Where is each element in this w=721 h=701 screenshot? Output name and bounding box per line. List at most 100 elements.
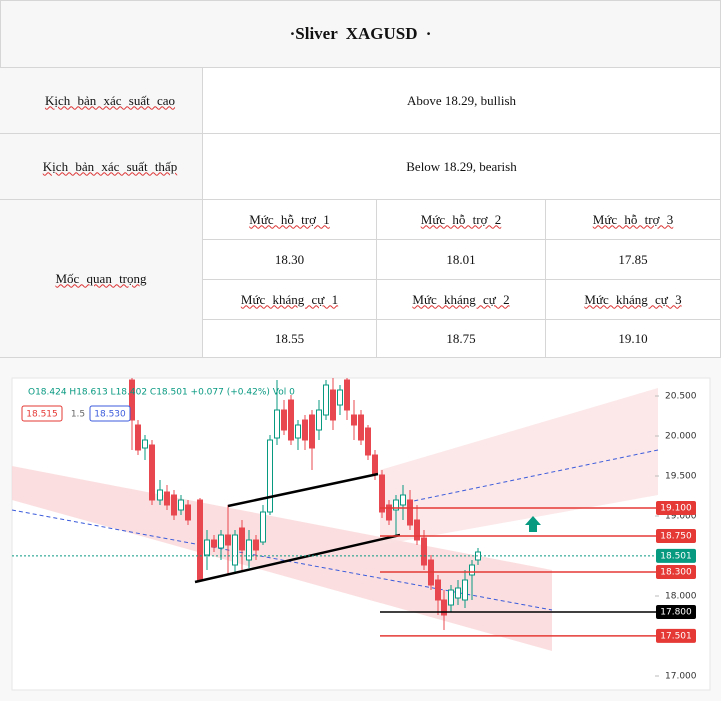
level-label: 18.750 — [660, 532, 692, 542]
scenario-label-text: Kịch bản xác suất thấp — [42, 158, 178, 174]
candle-body — [316, 409, 322, 431]
level-label: 18.501 — [660, 551, 692, 561]
cell-text: Mức kháng cự 1 — [240, 291, 339, 307]
y-tick-label: 20.000 — [665, 432, 697, 442]
level-box — [656, 628, 696, 643]
candle-body — [469, 564, 475, 576]
candle-body — [379, 474, 385, 513]
trendline — [194, 533, 401, 584]
candle-body — [157, 489, 163, 501]
candle-body — [260, 511, 266, 543]
level-box — [656, 501, 696, 515]
price-box-text: 18.515 — [26, 410, 58, 420]
candle-body — [185, 504, 191, 521]
level-header: Mức kháng cự 3 — [546, 280, 721, 320]
candle-body — [351, 414, 357, 426]
y-tick-label: 19.000 — [665, 512, 697, 522]
cell-text: 18.75 — [446, 330, 476, 346]
scenario-label: Kịch bản xác suất thấp — [0, 134, 203, 200]
candle-body — [372, 454, 378, 476]
candle-body — [171, 494, 177, 516]
candle-body — [197, 499, 203, 581]
candle-body — [267, 439, 273, 513]
candle-body — [337, 389, 343, 406]
candle-body — [211, 539, 217, 548]
level-label: 17.501 — [660, 631, 692, 641]
y-tick-label: 19.500 — [665, 472, 697, 482]
candle-body — [288, 399, 294, 441]
level-box — [656, 565, 696, 579]
level-box — [656, 605, 696, 619]
channel-mid — [379, 449, 659, 509]
channel-lower — [12, 466, 552, 651]
candle-body — [149, 444, 155, 501]
level-value: 18.30 — [203, 240, 377, 280]
scenario-label-text: Kịch bản xác suất cao — [44, 92, 176, 108]
candle-body — [274, 409, 280, 439]
candle-body — [281, 409, 287, 431]
cell-text: 17.85 — [618, 251, 648, 267]
candle-body — [448, 589, 454, 606]
key-levels-label: Mốc quan trọng — [0, 200, 203, 358]
level-header: Mức hỗ trợ 3 — [546, 200, 721, 240]
candle-body — [135, 424, 141, 451]
price-box-text: 1.5 — [71, 410, 85, 420]
candle-body — [393, 499, 399, 511]
cell-text: 18.55 — [274, 330, 305, 346]
cell-text: Mức hỗ trợ 1 — [249, 211, 330, 227]
candle-body — [239, 527, 245, 551]
candle-body — [246, 539, 252, 561]
y-tick-label: 18.000 — [665, 592, 697, 602]
price-box-text: 18.530 — [94, 410, 126, 420]
scenario-label: Kịch bản xác suất cao — [0, 68, 203, 134]
trendline — [227, 472, 379, 508]
candle-body — [462, 579, 468, 601]
candle-body — [302, 419, 308, 441]
arrow-up — [525, 516, 541, 532]
level-value: 19.10 — [546, 320, 721, 358]
level-header: Mức hỗ trợ 2 — [377, 200, 546, 240]
candle-body — [441, 599, 447, 616]
candle-body — [435, 579, 441, 601]
level-box — [656, 548, 696, 563]
candle-body — [142, 439, 148, 449]
key-levels-text: Mốc quan trọng — [55, 270, 147, 286]
candle-body — [164, 491, 170, 506]
cell-text: Mức kháng cự 2 — [412, 291, 510, 307]
scenario-value: Below 18.29, bearish — [203, 134, 721, 200]
price-box — [21, 405, 63, 422]
cell-text: 18.30 — [274, 251, 305, 267]
level-label: 17.800 — [660, 608, 692, 618]
level-box — [656, 529, 696, 543]
candle-body — [407, 499, 413, 526]
title: ·Sliver XAGUSD · — [0, 0, 721, 68]
candle-body — [330, 389, 336, 421]
cell-text: 19.10 — [618, 330, 648, 346]
candle-body — [232, 534, 238, 566]
cell-text: Mức hỗ trợ 2 — [420, 211, 502, 227]
candle-body — [225, 534, 231, 546]
cell-text: 18.01 — [446, 251, 476, 267]
candle-body — [178, 499, 184, 511]
candle-body — [323, 384, 329, 416]
price-box — [89, 405, 131, 422]
scenario-value: Above 18.29, bullish — [203, 68, 721, 134]
candle-body — [400, 494, 406, 506]
candle-body — [414, 519, 420, 541]
level-header: Mức hỗ trợ 1 — [203, 200, 377, 240]
level-label: 19.100 — [660, 504, 692, 514]
candle-body — [295, 424, 301, 439]
level-header: Mức kháng cự 2 — [377, 280, 546, 320]
ohlc: O18.424 H18.613 L18.402 C18.501 +0.077 (… — [28, 388, 295, 398]
candle-body — [218, 534, 224, 549]
channel-upper — [380, 388, 658, 545]
level-value: 18.75 — [377, 320, 546, 358]
candle-body — [386, 504, 392, 521]
level-value: 18.01 — [377, 240, 546, 280]
candle-body — [421, 537, 427, 566]
candle-body — [344, 379, 350, 411]
y-tick-label: 20.500 — [665, 392, 697, 402]
candle-body — [309, 414, 315, 449]
